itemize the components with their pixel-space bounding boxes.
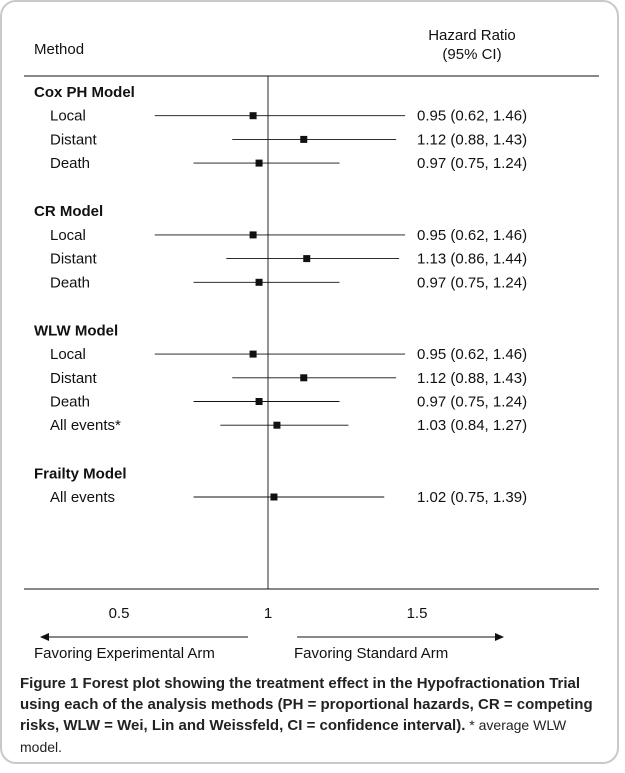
row-label: Distant xyxy=(50,131,98,148)
hr-value-label: 0.95 (0.62, 1.46) xyxy=(417,346,527,363)
method-column-header: Method xyxy=(34,41,84,58)
row-label: All events xyxy=(50,489,115,506)
arrowhead-left-icon xyxy=(40,633,49,641)
x-tick-label: 1 xyxy=(264,605,272,622)
hr-value-label: 1.12 (0.88, 1.43) xyxy=(417,131,527,148)
favoring-standard-label: Favoring Standard Arm xyxy=(294,645,449,662)
point-estimate-marker xyxy=(303,255,311,263)
row-label: Distant xyxy=(50,251,98,268)
figure-panel: Method Hazard Ratio (95% CI) Cox PH Mode… xyxy=(0,0,619,764)
hr-value-label: 1.03 (0.84, 1.27) xyxy=(417,417,527,434)
hr-value-label: 0.97 (0.75, 1.24) xyxy=(417,155,527,172)
caption-label: Figure 1 xyxy=(20,675,79,692)
point-estimate-marker xyxy=(273,421,281,429)
row-label: All events* xyxy=(50,417,121,434)
hazard-ratio-header-line1: Hazard Ratio xyxy=(428,27,516,44)
point-estimate-marker xyxy=(249,350,257,358)
point-estimate-marker xyxy=(249,231,257,239)
forest-rows: Cox PH Model Local 0.95 (0.62, 1.46) Distan… xyxy=(34,84,527,506)
x-tick-label: 0.5 xyxy=(109,605,130,622)
caption-note: * average WLW model. xyxy=(20,717,567,755)
point-estimate-marker xyxy=(255,278,263,286)
x-axis: 0.5 1 1.5 xyxy=(40,76,504,641)
hazard-ratio-header-line2: (95% CI) xyxy=(442,46,501,63)
row-label: Local xyxy=(50,346,86,363)
point-estimate-marker xyxy=(249,112,257,120)
point-estimate-marker xyxy=(300,374,308,382)
group-title: CR Model xyxy=(34,203,103,220)
row-label: Death xyxy=(50,394,90,411)
group-title: Cox PH Model xyxy=(34,84,135,101)
point-estimate-marker xyxy=(300,135,308,143)
favoring-experimental-label: Favoring Experimental Arm xyxy=(34,645,215,662)
forest-plot: Method Hazard Ratio (95% CI) Cox PH Mode… xyxy=(24,27,599,641)
figure-caption: Figure 1 Forest plot showing the treatme… xyxy=(20,674,605,758)
x-tick-label: 1.5 xyxy=(407,605,428,622)
arrowhead-right-icon xyxy=(495,633,504,641)
hr-value-label: 0.97 (0.75, 1.24) xyxy=(417,394,527,411)
group-title: WLW Model xyxy=(34,322,118,339)
hr-value-label: 1.02 (0.75, 1.39) xyxy=(417,489,527,506)
hr-value-label: 0.97 (0.75, 1.24) xyxy=(417,274,527,291)
point-estimate-marker xyxy=(255,398,263,405)
hr-value-label: 1.13 (0.86, 1.44) xyxy=(417,251,527,268)
caption-text: Forest plot showing the treatment effect… xyxy=(20,675,593,734)
group-title: Frailty Model xyxy=(34,465,127,482)
hr-value-label: 1.12 (0.88, 1.43) xyxy=(417,370,527,387)
hr-value-label: 0.95 (0.62, 1.46) xyxy=(417,227,527,244)
row-label: Death xyxy=(50,274,90,291)
row-label: Local xyxy=(50,108,86,125)
point-estimate-marker xyxy=(255,159,263,167)
row-label: Local xyxy=(50,227,86,244)
hr-value-label: 0.95 (0.62, 1.46) xyxy=(417,108,527,125)
row-label: Death xyxy=(50,155,90,172)
row-label: Distant xyxy=(50,370,98,387)
point-estimate-marker xyxy=(270,493,278,501)
